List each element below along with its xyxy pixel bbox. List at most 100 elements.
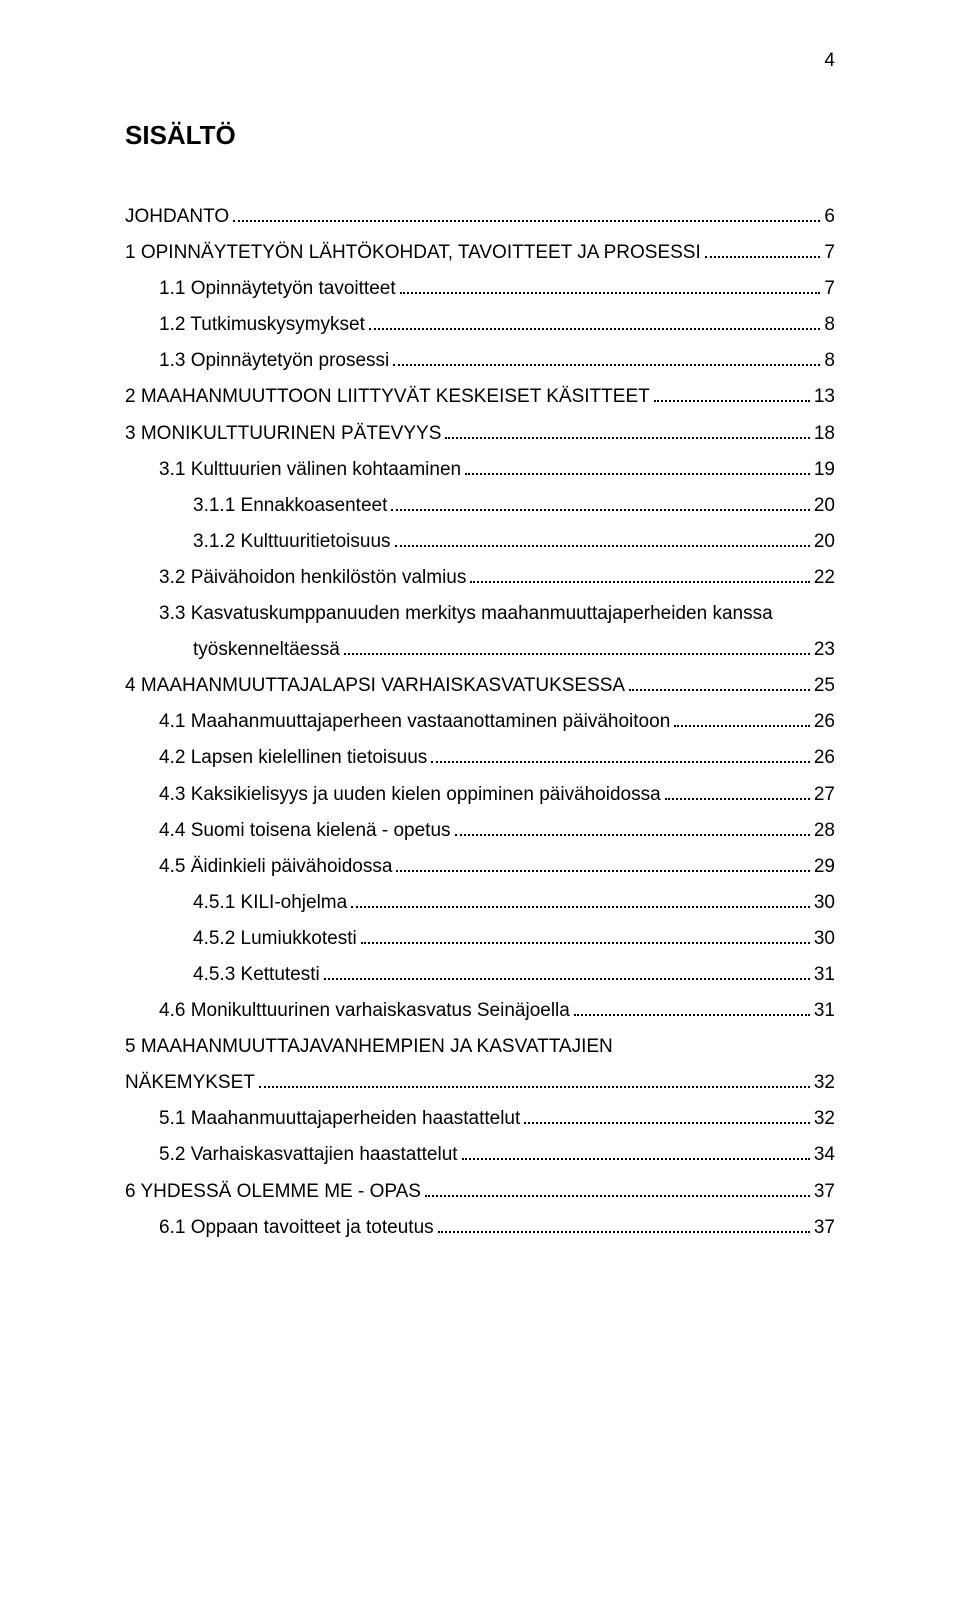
toc-entry-page: 32 — [814, 1065, 835, 1101]
toc-entry-page: 30 — [814, 885, 835, 921]
toc-entry: 4.4 Suomi toisena kielenä - opetus28 — [125, 813, 835, 849]
toc-entry: 5 MAAHANMUUTTAJAVANHEMPIEN JA KASVATTAJI… — [125, 1029, 835, 1065]
toc-entry: 1 OPINNÄYTETYÖN LÄHTÖKOHDAT, TAVOITTEET … — [125, 235, 835, 271]
toc-entry: 4.1 Maahanmuuttajaperheen vastaanottamin… — [125, 704, 835, 740]
toc-entry: 1.1 Opinnäytetyön tavoitteet7 — [125, 271, 835, 307]
toc-leader — [665, 780, 810, 799]
toc-entry-page: 8 — [824, 343, 835, 379]
toc-entry-page: 29 — [814, 849, 835, 885]
toc-leader — [705, 239, 821, 258]
toc-entry-page: 34 — [814, 1137, 835, 1173]
toc-leader — [324, 961, 810, 980]
toc-entry: 3 MONIKULTTUURINEN PÄTEVYYS 18 — [125, 416, 835, 452]
toc-leader — [396, 853, 809, 872]
toc-entry-label: 4 MAAHANMUUTTAJALAPSI VARHAISKASVATUKSES… — [125, 668, 625, 704]
toc-leader — [351, 889, 810, 908]
toc-entry-label: 3 MONIKULTTUURINEN PÄTEVYYS — [125, 416, 441, 452]
toc-entry-label: 2 MAAHANMUUTTOON LIITTYVÄT KESKEISET KÄS… — [125, 379, 650, 415]
toc-entry-label: 1.2 Tutkimuskysymykset — [159, 307, 365, 343]
toc-entry-page: 23 — [814, 632, 835, 668]
toc-entry-page: 6 — [824, 199, 835, 235]
toc-leader — [445, 419, 809, 438]
toc-entry-label: 3.1 Kulttuurien välinen kohtaaminen — [159, 452, 461, 488]
toc-leader — [465, 456, 810, 475]
toc-entry-label: 4.5.3 Kettutesti — [193, 957, 320, 993]
toc-leader — [654, 383, 810, 402]
table-of-contents: JOHDANTO 6 1 OPINNÄYTETYÖN LÄHTÖKOHDAT, TA… — [125, 199, 835, 1246]
toc-entry-label: 1 OPINNÄYTETYÖN LÄHTÖKOHDAT, TAVOITTEET … — [125, 235, 701, 271]
toc-leader — [524, 1105, 810, 1124]
toc-entry: 1.3 Opinnäytetyön prosessi8 — [125, 343, 835, 379]
toc-entry: JOHDANTO 6 — [125, 199, 835, 235]
toc-entry-page: 26 — [814, 704, 835, 740]
toc-leader — [462, 1141, 810, 1160]
toc-entry-label: 3.1.1 Ennakkoasenteet — [193, 488, 387, 524]
toc-entry: 3.1.2 Kulttuuritietoisuus 20 — [125, 524, 835, 560]
toc-entry-label: 6 YHDESSÄ OLEMME ME - OPAS — [125, 1174, 421, 1210]
toc-entry-page: 7 — [824, 235, 835, 271]
toc-leader — [425, 1177, 810, 1196]
toc-entry: 2 MAAHANMUUTTOON LIITTYVÄT KESKEISET KÄS… — [125, 379, 835, 415]
toc-entry-label: 4.4 Suomi toisena kielenä - opetus — [159, 813, 451, 849]
toc-entry: 3.3 Kasvatuskumppanuuden merkitys maahan… — [125, 596, 835, 632]
toc-entry-label: 3.1.2 Kulttuuritietoisuus — [193, 524, 391, 560]
toc-entry: 4.2 Lapsen kielellinen tietoisuus 26 — [125, 740, 835, 776]
toc-entry-label: 3.2 Päivähoidon henkilöstön valmius — [159, 560, 466, 596]
toc-heading: SISÄLTÖ — [125, 120, 835, 151]
toc-leader — [233, 203, 820, 222]
toc-entry-page: 7 — [824, 271, 835, 307]
toc-entry: 1.2 Tutkimuskysymykset 8 — [125, 307, 835, 343]
toc-entry: 5.1 Maahanmuuttajaperheiden haastattelut… — [125, 1101, 835, 1137]
toc-entry: 6 YHDESSÄ OLEMME ME - OPAS 37 — [125, 1174, 835, 1210]
toc-entry-label: 4.5.2 Lumiukkotesti — [193, 921, 357, 957]
toc-entry-page: 13 — [814, 379, 835, 415]
toc-entry-label: 4.5.1 KILI-ohjelma — [193, 885, 347, 921]
toc-entry-page: 32 — [814, 1101, 835, 1137]
toc-entry-continuation-label: NÄKEMYKSET — [125, 1065, 255, 1101]
toc-leader — [431, 744, 810, 763]
toc-entry-label: 4.2 Lapsen kielellinen tietoisuus — [159, 740, 427, 776]
toc-entry: 3.1 Kulttuurien välinen kohtaaminen 19 — [125, 452, 835, 488]
toc-entry-page: 37 — [814, 1210, 835, 1246]
toc-leader — [369, 311, 821, 330]
toc-entry-label: 5.1 Maahanmuuttajaperheiden haastattelut — [159, 1101, 520, 1137]
toc-entry-label: 4.1 Maahanmuuttajaperheen vastaanottamin… — [159, 704, 670, 740]
toc-entry-page: 8 — [824, 307, 835, 343]
toc-entry: 4.5.3 Kettutesti 31 — [125, 957, 835, 993]
toc-entry-label: JOHDANTO — [125, 199, 229, 235]
toc-entry-page: 37 — [814, 1174, 835, 1210]
toc-entry: 3.2 Päivähoidon henkilöstön valmius 22 — [125, 560, 835, 596]
toc-entry: 4.5 Äidinkieli päivähoidossa 29 — [125, 849, 835, 885]
toc-leader — [361, 925, 810, 944]
toc-leader — [395, 528, 810, 547]
toc-entry: 4.5.1 KILI-ohjelma 30 — [125, 885, 835, 921]
toc-entry: 4 MAAHANMUUTTAJALAPSI VARHAISKASVATUKSES… — [125, 668, 835, 704]
toc-entry-label: 4.5 Äidinkieli päivähoidossa — [159, 849, 392, 885]
toc-entry-page: 19 — [814, 452, 835, 488]
toc-leader — [574, 997, 810, 1016]
toc-entry-page: 25 — [814, 668, 835, 704]
toc-entry-label: 5 MAAHANMUUTTAJAVANHEMPIEN JA KASVATTAJI… — [125, 1029, 613, 1065]
toc-leader — [629, 672, 810, 691]
document-page: 4 SISÄLTÖ JOHDANTO 6 1 OPINNÄYTETYÖN LÄHTÖ… — [0, 0, 960, 1601]
toc-entry-page: 18 — [814, 416, 835, 452]
toc-entry-label: 4.6 Monikulttuurinen varhaiskasvatus Sei… — [159, 993, 570, 1029]
toc-entry-continuation-label: työskenneltäessä — [193, 632, 340, 668]
toc-entry-page: 26 — [814, 740, 835, 776]
toc-leader — [455, 817, 810, 836]
toc-entry-page: 27 — [814, 777, 835, 813]
toc-leader — [391, 492, 809, 511]
toc-entry: 5.2 Varhaiskasvattajien haastattelut34 — [125, 1137, 835, 1173]
toc-entry-continuation: NÄKEMYKSET 32 — [125, 1065, 835, 1101]
toc-entry-page: 20 — [814, 488, 835, 524]
toc-entry-label: 3.3 Kasvatuskumppanuuden merkitys maahan… — [159, 596, 773, 632]
toc-entry: 3.1.1 Ennakkoasenteet 20 — [125, 488, 835, 524]
toc-entry-page: 22 — [814, 560, 835, 596]
toc-entry-continuation: työskenneltäessä 23 — [125, 632, 835, 668]
toc-leader — [438, 1214, 810, 1233]
toc-entry-label: 6.1 Oppaan tavoitteet ja toteutus — [159, 1210, 434, 1246]
toc-entry-page: 20 — [814, 524, 835, 560]
page-number: 4 — [824, 50, 835, 72]
toc-entry-page: 31 — [814, 957, 835, 993]
toc-leader — [344, 636, 810, 655]
